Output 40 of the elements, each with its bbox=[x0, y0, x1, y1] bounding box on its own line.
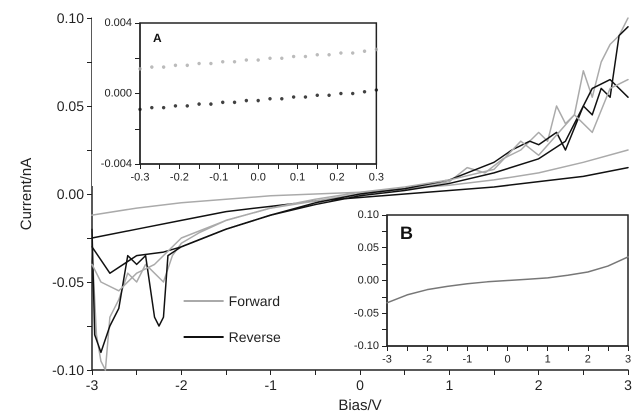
text: A bbox=[153, 31, 162, 45]
y-tick-label: -0.05 bbox=[354, 307, 379, 320]
y-tick-label: -0.05 bbox=[52, 274, 84, 290]
x-tick-label: -3 bbox=[382, 354, 392, 366]
x-tick-label: 0.2 bbox=[329, 172, 345, 184]
y-tick-label: -0.004 bbox=[100, 158, 132, 170]
chart-title: B bbox=[400, 223, 413, 243]
x-tick-label: 1 bbox=[544, 354, 551, 366]
y-axis-title: Current/nA bbox=[18, 158, 35, 230]
x-tick-label: -3 bbox=[86, 377, 98, 393]
x-tick-label: -0.1 bbox=[209, 172, 228, 184]
y-tick-label: 0.05 bbox=[358, 242, 379, 254]
y-tick-label: -0.10 bbox=[52, 362, 84, 378]
legend-label: Reverse bbox=[228, 329, 281, 345]
y-tick-label: 0.000 bbox=[104, 88, 132, 100]
x-tick-label: -0.3 bbox=[130, 172, 150, 184]
x-tick-label: 0.3 bbox=[368, 172, 384, 184]
legend-label: Forward bbox=[228, 293, 280, 309]
x-tick-label: 0.1 bbox=[290, 172, 306, 184]
x-tick-label: -1 bbox=[264, 377, 278, 393]
x-tick-label: 0 bbox=[356, 377, 364, 393]
x-tick-label: 2 bbox=[534, 377, 543, 393]
x-tick-label: -1 bbox=[462, 354, 472, 366]
y-tick-label: 0.10 bbox=[358, 209, 379, 221]
x-tick-label: -2 bbox=[175, 377, 188, 393]
x-tick-label: 0 bbox=[504, 354, 511, 366]
x-tick-label: -0.2 bbox=[170, 172, 189, 184]
x-tick-label: 3 bbox=[624, 354, 632, 366]
x-tick-label: -2 bbox=[422, 354, 432, 366]
y-tick-label: 0.00 bbox=[56, 186, 84, 202]
y-tick-label: 0.10 bbox=[56, 10, 84, 26]
x-tick-label: 3 bbox=[624, 377, 632, 393]
y-tick-label: 0.00 bbox=[358, 274, 379, 286]
y-tick-label: 0.004 bbox=[104, 17, 132, 29]
y-tick-label: -0.10 bbox=[354, 340, 379, 352]
x-tick-label: 0.0 bbox=[250, 172, 266, 184]
x-tick-label: 1 bbox=[445, 377, 454, 393]
y-tick-label: 0.05 bbox=[56, 98, 84, 114]
x-axis-title: Bias/V bbox=[338, 397, 382, 414]
x-tick-label: 2 bbox=[584, 354, 591, 366]
